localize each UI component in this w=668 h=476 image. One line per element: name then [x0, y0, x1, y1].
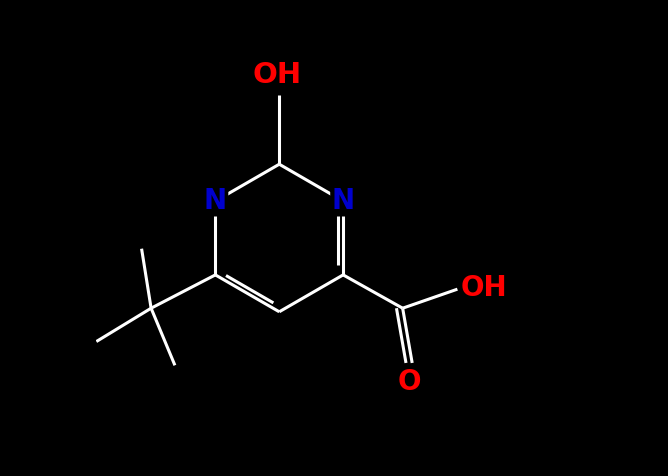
Text: N: N — [331, 187, 355, 215]
Text: OH: OH — [460, 274, 507, 302]
Text: N: N — [204, 187, 227, 215]
Text: O: O — [398, 367, 422, 396]
Text: OH: OH — [253, 61, 301, 89]
